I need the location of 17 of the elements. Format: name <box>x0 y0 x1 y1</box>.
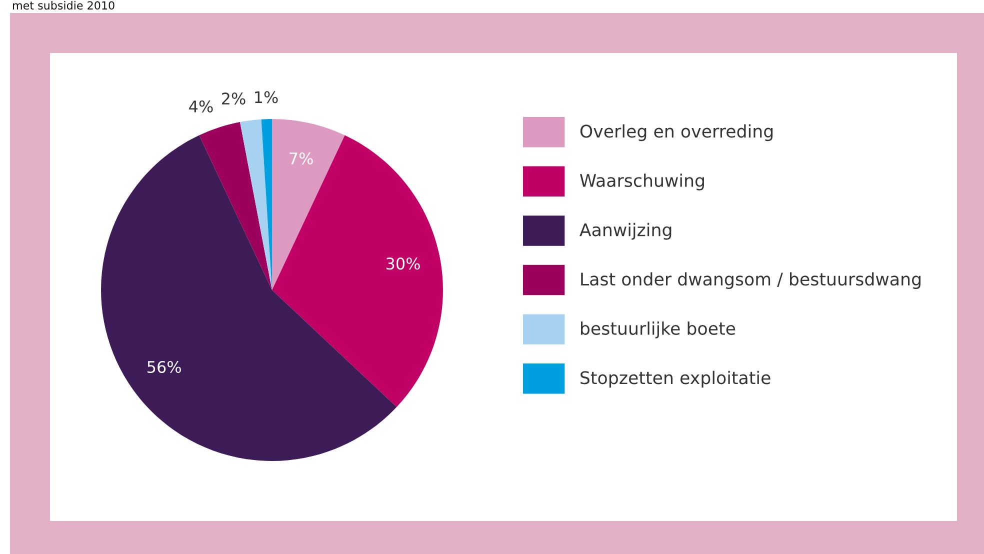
legend-label: Waarschuwing <box>580 174 704 190</box>
legend-label: Aanwijzing <box>580 222 672 240</box>
pie-slice <box>199 122 272 290</box>
legend-label: bestuurlijke boete <box>581 322 736 338</box>
pie-slice <box>272 135 443 408</box>
legend-label: Last onder dwangsom / bestuursdwang <box>581 272 920 290</box>
data-label: 1% <box>255 91 278 104</box>
legend-label: Stopzetten exploitatie <box>580 370 770 388</box>
data-label: 56% <box>148 360 181 374</box>
data-label: 7% <box>290 152 313 164</box>
data-label: 4% <box>189 100 213 112</box>
legend-label: Overleg en overreding <box>580 124 773 142</box>
pie-slice <box>272 119 345 290</box>
pie-slice <box>240 119 272 290</box>
data-label: 30% <box>386 258 420 270</box>
chart-title: met subsidie 2010 <box>13 1 114 10</box>
data-label: 2% <box>222 92 246 105</box>
